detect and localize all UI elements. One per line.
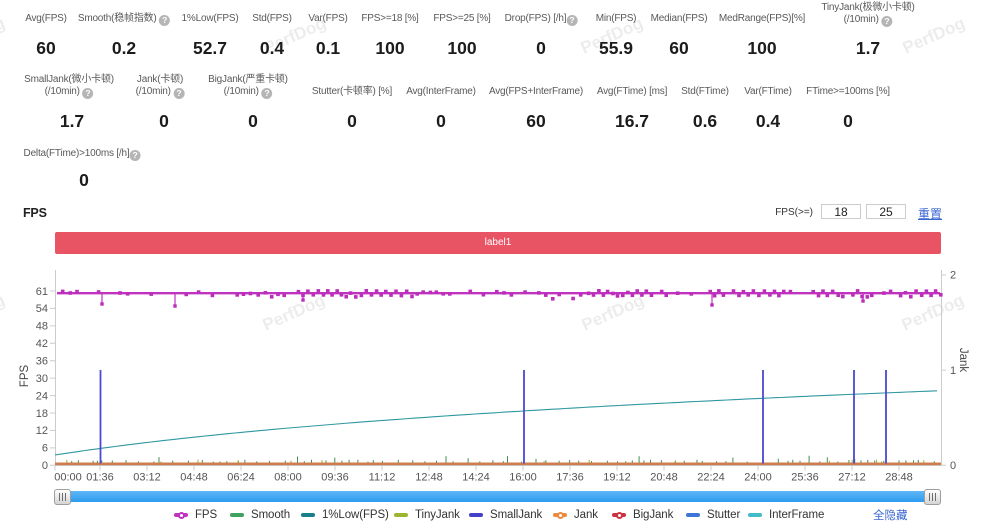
svg-text:FPS: FPS: [19, 364, 31, 387]
svg-text:30: 30: [36, 373, 48, 385]
svg-text:0: 0: [950, 460, 956, 472]
svg-text:22:24: 22:24: [697, 472, 725, 484]
svg-text:25:36: 25:36: [791, 472, 819, 484]
svg-text:17:36: 17:36: [556, 472, 584, 484]
svg-text:16:00: 16:00: [509, 472, 537, 484]
svg-text:Jank: Jank: [957, 348, 969, 373]
svg-text:42: 42: [36, 338, 48, 350]
svg-text:18: 18: [36, 408, 48, 420]
svg-text:12: 12: [36, 425, 48, 437]
svg-text:04:48: 04:48: [180, 472, 208, 484]
svg-text:6: 6: [42, 443, 48, 455]
svg-text:0: 0: [42, 460, 48, 472]
svg-text:28:48: 28:48: [885, 472, 913, 484]
svg-text:54: 54: [36, 303, 48, 315]
svg-text:01:36: 01:36: [86, 472, 114, 484]
svg-text:09:36: 09:36: [321, 472, 349, 484]
svg-text:61: 61: [36, 286, 48, 298]
svg-text:14:24: 14:24: [462, 472, 490, 484]
svg-text:2: 2: [950, 270, 956, 282]
svg-text:12:48: 12:48: [415, 472, 443, 484]
svg-text:06:24: 06:24: [227, 472, 255, 484]
svg-text:24:00: 24:00: [744, 472, 772, 484]
svg-text:20:48: 20:48: [650, 472, 678, 484]
svg-text:11:12: 11:12: [369, 472, 396, 484]
svg-text:48: 48: [36, 321, 48, 333]
svg-text:36: 36: [36, 356, 48, 368]
svg-text:24: 24: [36, 390, 48, 402]
svg-text:27:12: 27:12: [838, 472, 866, 484]
svg-text:19:12: 19:12: [603, 472, 631, 484]
svg-text:1: 1: [950, 365, 956, 377]
svg-text:03:12: 03:12: [133, 472, 161, 484]
svg-text:00:00: 00:00: [54, 472, 82, 484]
svg-text:08:00: 08:00: [274, 472, 302, 484]
